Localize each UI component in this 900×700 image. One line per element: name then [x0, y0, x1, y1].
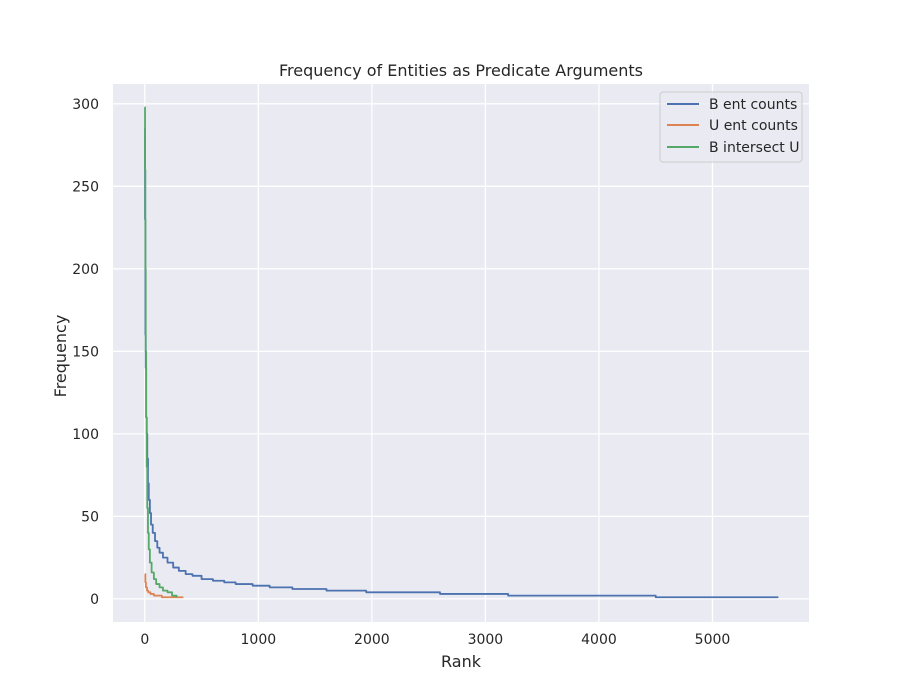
y-tick-label: 150 [72, 344, 99, 360]
y-tick-label: 50 [81, 509, 99, 525]
legend-entry-b-intersect-u: B intersect U [709, 140, 799, 156]
series-line-u-ent-counts [144, 573, 184, 599]
legend-box [659, 91, 803, 163]
y-axis-label: Frequency [51, 315, 70, 398]
y-tick-labels: 0 50 100 150 200 250 300 [72, 97, 99, 608]
chart-title: Frequency of Entities as Predicate Argum… [279, 61, 643, 80]
x-tick-label: 5000 [695, 632, 731, 648]
y-tick-label: 100 [72, 427, 99, 443]
series-layer [144, 106, 779, 599]
x-axis-label: Rank [441, 652, 482, 671]
legend-entry-u-ent-counts: U ent counts [709, 118, 798, 134]
series-line-b-intersect-u [144, 106, 178, 598]
x-tick-label: 1000 [241, 632, 277, 648]
x-tick-label: 2000 [354, 632, 390, 648]
plot-background [113, 84, 809, 622]
y-tick-label: 300 [72, 97, 99, 113]
x-tick-label: 4000 [581, 632, 617, 648]
y-tick-label: 0 [90, 592, 99, 608]
y-tick-label: 200 [72, 262, 99, 278]
x-tick-label: 0 [140, 632, 149, 648]
x-tick-labels: 0 1000 2000 3000 4000 5000 [140, 632, 730, 648]
x-tick-label: 3000 [468, 632, 504, 648]
legend-entry-b-ent-counts: B ent counts [709, 97, 797, 113]
y-tick-label: 250 [72, 179, 99, 195]
legend: B ent counts U ent counts B intersect U [659, 91, 803, 163]
